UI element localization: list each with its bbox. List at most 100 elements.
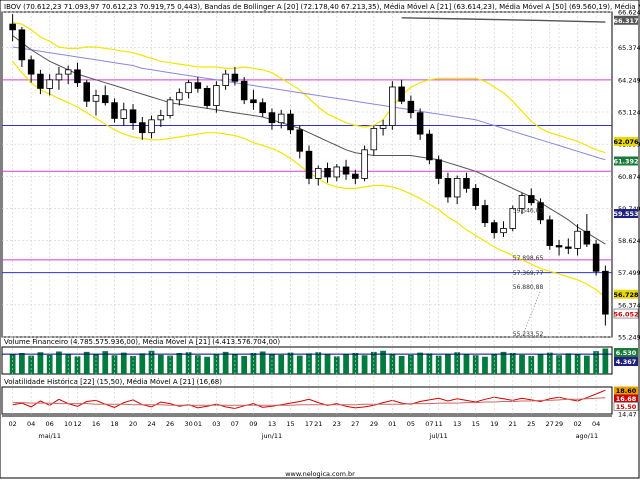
price-candle[interactable] <box>472 187 479 206</box>
price-candle[interactable] <box>324 167 331 178</box>
volume-bar[interactable] <box>500 351 507 374</box>
volume-bar[interactable] <box>509 353 516 374</box>
price-candle[interactable] <box>222 73 229 86</box>
volume-bar[interactable] <box>139 353 146 374</box>
price-candle[interactable] <box>250 99 257 104</box>
price-candle[interactable] <box>176 92 183 101</box>
volume-bar[interactable] <box>361 355 368 374</box>
volume-bar[interactable] <box>287 352 294 374</box>
price-candle[interactable] <box>120 109 128 119</box>
volume-bar[interactable] <box>176 353 183 374</box>
price-candle[interactable] <box>203 88 211 106</box>
price-candle[interactable] <box>64 69 72 75</box>
price-candle[interactable] <box>481 205 489 224</box>
volume-bar[interactable] <box>241 356 248 374</box>
volume-bar[interactable] <box>426 353 433 374</box>
volume-bar[interactable] <box>417 352 424 374</box>
volume-bar[interactable] <box>278 354 285 374</box>
price-candle[interactable] <box>379 125 387 129</box>
price-candle[interactable] <box>101 95 109 104</box>
price-candle[interactable] <box>361 149 368 179</box>
price-candle[interactable] <box>185 82 192 94</box>
price-candle[interactable] <box>426 133 433 161</box>
volume-bar[interactable] <box>343 354 349 374</box>
price-candle[interactable] <box>92 95 100 102</box>
price-candle[interactable] <box>583 230 591 245</box>
price-candle[interactable] <box>528 195 535 204</box>
volume-bar[interactable] <box>593 351 599 374</box>
price-candle[interactable] <box>389 86 396 126</box>
volume-bar[interactable] <box>120 352 127 374</box>
price-candle[interactable] <box>27 59 35 75</box>
price-candle[interactable] <box>352 173 359 179</box>
volume-bar[interactable] <box>296 355 303 374</box>
volume-bar[interactable] <box>398 356 405 374</box>
volume-bar[interactable] <box>380 350 386 374</box>
price-candle[interactable] <box>592 243 600 272</box>
volume-bar[interactable] <box>389 353 396 374</box>
price-candle[interactable] <box>305 150 313 179</box>
price-candle[interactable] <box>314 167 322 179</box>
price-candle[interactable] <box>83 82 90 102</box>
volume-bar[interactable] <box>37 352 44 374</box>
price-candle[interactable] <box>268 112 276 124</box>
price-candle[interactable] <box>537 202 544 221</box>
price-candle[interactable] <box>9 23 16 31</box>
volume-bar[interactable] <box>148 350 155 374</box>
volume-bar[interactable] <box>454 352 461 374</box>
volume-bar[interactable] <box>306 353 312 374</box>
price-candle[interactable] <box>602 270 609 315</box>
volume-bar[interactable] <box>537 354 544 374</box>
price-candle[interactable] <box>546 219 554 246</box>
price-candle[interactable] <box>398 86 405 102</box>
price-candle[interactable] <box>129 109 137 124</box>
price-candle[interactable] <box>518 195 526 209</box>
volume-bar[interactable] <box>185 352 192 374</box>
volume-bar[interactable] <box>250 353 257 374</box>
volume-bar[interactable] <box>463 354 470 375</box>
volume-bar[interactable] <box>491 353 498 374</box>
price-candle[interactable] <box>342 166 350 175</box>
price-candle[interactable] <box>277 113 285 124</box>
price-candle[interactable] <box>213 85 220 106</box>
price-candle[interactable] <box>259 102 266 114</box>
price-candle[interactable] <box>416 112 424 135</box>
volume-bar[interactable] <box>56 351 62 375</box>
price-candle[interactable] <box>148 119 155 134</box>
volume-bar[interactable] <box>482 356 488 374</box>
price-candle[interactable] <box>240 80 248 101</box>
volume-bar[interactable] <box>315 352 322 374</box>
price-candle[interactable] <box>111 102 118 119</box>
price-candle[interactable] <box>407 100 415 114</box>
price-candle[interactable] <box>435 159 442 179</box>
price-candle[interactable] <box>139 122 146 134</box>
price-candle[interactable] <box>453 177 461 198</box>
price-candle[interactable] <box>37 73 44 89</box>
volume-bar[interactable] <box>269 353 275 374</box>
volume-bar[interactable] <box>519 354 525 374</box>
volume-bar[interactable] <box>83 351 90 374</box>
price-candle[interactable] <box>157 115 165 121</box>
volume-bar[interactable] <box>204 356 210 374</box>
price-candle[interactable] <box>565 246 572 249</box>
volume-bar[interactable] <box>157 354 164 374</box>
price-candle[interactable] <box>555 245 563 248</box>
price-candle[interactable] <box>287 113 294 131</box>
price-candle[interactable] <box>46 79 53 89</box>
price-candle[interactable] <box>500 227 507 234</box>
volume-bar[interactable] <box>445 354 451 374</box>
volume-bar[interactable] <box>19 353 25 374</box>
price-candle[interactable] <box>166 99 174 116</box>
price-candle[interactable] <box>194 82 202 89</box>
volume-bar[interactable] <box>565 353 572 374</box>
price-candle[interactable] <box>574 230 581 249</box>
volume-bar[interactable] <box>324 354 331 375</box>
volume-bar[interactable] <box>352 353 359 374</box>
price-candle[interactable] <box>370 127 378 151</box>
price-candle[interactable] <box>463 177 470 189</box>
volume-bar[interactable] <box>602 348 609 375</box>
volume-bar[interactable] <box>583 355 590 374</box>
price-candle[interactable] <box>74 69 81 84</box>
volume-bar[interactable] <box>65 353 72 374</box>
